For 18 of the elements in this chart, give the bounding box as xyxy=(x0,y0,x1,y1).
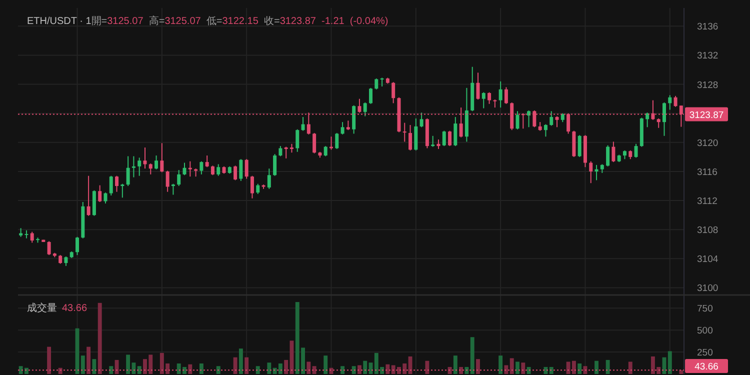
y-tick-label: 3136 xyxy=(697,22,718,33)
y-tick-label: 3128 xyxy=(697,80,718,91)
text: 開=3125.07 高=3125.07 低=3122.15 收=3123.87 -1.21 (-0.04%) xyxy=(91,16,388,27)
y-tick-label: 3108 xyxy=(697,225,718,236)
annotation: 43.66 xyxy=(62,303,88,314)
y-tick-label: 500 xyxy=(697,326,713,337)
ref-line-label: 43.66 xyxy=(694,362,718,372)
y-tick-label: 3116 xyxy=(697,166,718,178)
y-tick-label: 3120 xyxy=(697,138,718,149)
y-tick-label: 3100 xyxy=(697,283,718,294)
text: 成交量 xyxy=(27,302,57,314)
y-tick-label: 750 xyxy=(697,304,713,315)
y-tick-label: 250 xyxy=(697,348,713,359)
text: ETH/USDT · 1 xyxy=(27,16,92,27)
y-tick-label: 3112 xyxy=(697,196,718,208)
ref-line-label: 3123.87 xyxy=(689,110,724,121)
y-tick-label: 3104 xyxy=(697,254,718,266)
y-tick-label: 3132 xyxy=(697,50,718,62)
